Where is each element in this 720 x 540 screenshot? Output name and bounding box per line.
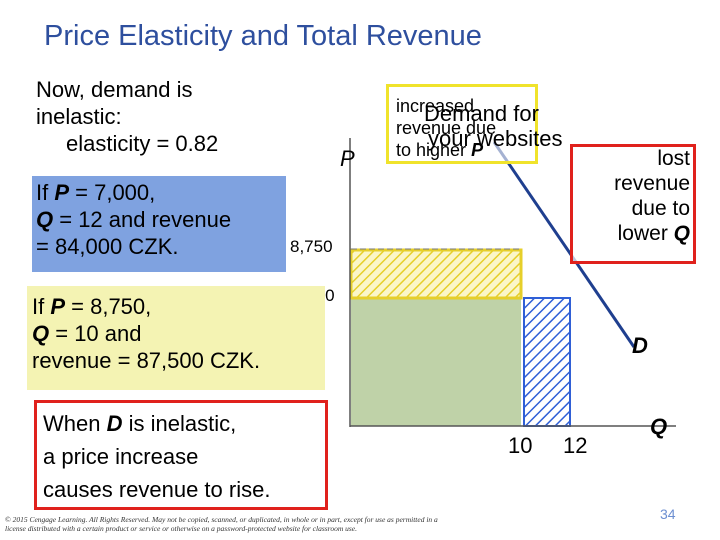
x-tick-12: 12 [563,433,588,458]
inelastic-rule-box: When D is inelastic, a price increase ca… [34,400,328,510]
rule-line-1-post: is inelastic, [122,411,237,436]
case-price-8750-box: If P = 8,750, Q = 10 and revenue = 87,50… [27,286,325,390]
x-tick-10: 10 [508,433,533,458]
loss-revenue-area [523,297,571,427]
copyright-notice: © 2015 Cengage Learning. All Rights Rese… [5,515,438,533]
gain-line-3-var: P [471,140,484,160]
rule-line-2: a price increase [43,444,199,469]
gain-line-2: revenue due [396,118,497,138]
case-price-7000-box: If P = 7,000, Q = 12 and revenue = 84,00… [32,176,286,272]
loss-line-1: lost [657,147,690,170]
gain-label: increased revenue due to higher P [396,95,496,161]
case-8750-line-1-post: = 8,750, [65,294,152,319]
gain-label-box [386,84,538,164]
common-revenue-area [351,298,521,426]
loss-label-box [570,144,696,264]
y-tick-8750: 8,750 [290,237,333,256]
loss-line-4-var: Q [673,222,690,245]
gain-revenue-area [349,248,523,300]
loss-line-4: lower [617,222,674,245]
case-7000-line-2-post: = 12 and revenue [53,207,232,232]
case-8750-line-1-var: P [50,294,66,319]
case-7000-line-1-pre: If [36,180,55,205]
rule-line-1-pre: When [43,411,107,436]
rule-line-1-var: D [106,411,123,436]
case-8750-line-2-post: = 10 and [49,321,142,346]
elasticity-value: elasticity = 0.82 [66,131,219,156]
loss-line-2: revenue [614,172,690,195]
case-7000-line-3: = 84,000 CZK. [36,234,179,259]
rule-line-3: causes revenue to rise. [43,477,271,502]
case-7000-line-1-var: P [54,180,70,205]
case-7000-line-2-var: Q [36,207,54,232]
y-axis-label: P [340,146,355,171]
demand-curve-label: D [632,333,648,358]
demand-curve [492,141,636,348]
x-axis-label: Q [650,414,668,439]
intro-line-2: inelastic: [36,104,122,129]
case-8750-line-2-var: Q [32,321,50,346]
intro-text: Now, demand is inelastic: elasticity = 0… [36,76,218,157]
slide-number: 34 [660,506,676,522]
gain-line-1: increased [396,96,475,116]
slide-title: Price Elasticity and Total Revenue [44,20,482,52]
intro-line-1: Now, demand is [36,77,193,102]
case-8750-line-1-pre: If [32,294,51,319]
demand-title-line-1: Demand for [424,101,539,126]
loss-line-3: due to [631,197,690,220]
loss-label: lost revenue due to lower Q [578,146,690,246]
demand-curve-title: Demand for your websites [424,101,563,151]
gain-line-3: to higher [396,140,472,160]
case-7000-line-1-post: = 7,000, [69,180,156,205]
demand-title-line-2: your websites [428,126,563,151]
case-8750-line-3: revenue = 87,500 CZK. [32,348,261,373]
